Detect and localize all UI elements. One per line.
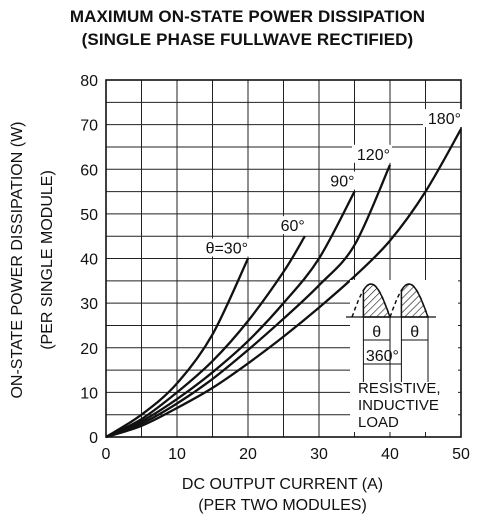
series-label: 90° [330, 174, 354, 191]
load-label-line: INDUCTIVE [358, 397, 439, 414]
chart-subtitle: (SINGLE PHASE FULLWAVE RECTIFIED) [81, 30, 414, 49]
y-tick-label: 40 [80, 252, 98, 269]
waveform-lobe-dashed [389, 283, 429, 318]
x-axis-label: DC OUTPUT CURRENT (A) [181, 476, 384, 493]
waveform-lobe-dashed [351, 283, 391, 318]
y-tick-label: 30 [80, 296, 98, 313]
load-label-line: LOAD [358, 414, 399, 431]
y-tick-label: 50 [80, 207, 98, 224]
series-label: 180° [428, 111, 461, 128]
y-tick-label: 20 [80, 341, 98, 358]
series-label-background [325, 171, 357, 190]
theta-label: θ [372, 324, 381, 341]
x-tick-label: 30 [310, 446, 328, 463]
series-label-background [275, 216, 307, 235]
series-label: 60° [281, 218, 305, 235]
theta-label: θ [410, 324, 419, 341]
x-tick-label: 50 [452, 446, 470, 463]
load-label-line: RESISTIVE, [358, 380, 441, 397]
y-tick-label: 70 [80, 118, 98, 135]
series-label: 120° [357, 147, 390, 164]
y-axis-label: ON-STATE POWER DISSIPATION (W) [9, 121, 26, 399]
series-line [105, 191, 356, 439]
x-tick-label: 0 [102, 446, 111, 463]
x-tick-label: 40 [381, 446, 399, 463]
y-tick-label: 60 [80, 162, 98, 179]
tick-labels: 0 10 20 30 40 50 0 10 20 30 40 50 60 70 80 [80, 73, 470, 463]
series-label-background [201, 238, 250, 257]
series-label-background [423, 109, 463, 128]
series-line [105, 128, 463, 439]
y-tick-label: 10 [80, 385, 98, 402]
waveform-lobe-conduction [400, 283, 430, 318]
series-label: θ=30° [206, 241, 248, 258]
period-label: 360° [366, 348, 399, 365]
y-axis-sublabel: (PER SINGLE MODULE) [39, 170, 56, 350]
waveform-lobe-conduction [362, 283, 392, 318]
series-line [105, 258, 250, 438]
x-tick-label: 10 [168, 446, 186, 463]
series-line [105, 164, 392, 439]
y-tick-label: 0 [89, 430, 98, 447]
series-line [105, 235, 306, 439]
x-tick-label: 20 [239, 446, 257, 463]
plot-frame [105, 79, 462, 438]
series-labels: θ=30° 60° 90°120° 180° [201, 109, 463, 258]
chart-title: MAXIMUM ON-STATE POWER DISSIPATION [69, 7, 426, 26]
series-label-background [352, 144, 392, 163]
series-layer [105, 128, 463, 439]
x-axis-sublabel: (PER TWO MODULES) [198, 497, 367, 514]
y-tick-label: 80 [80, 73, 98, 90]
